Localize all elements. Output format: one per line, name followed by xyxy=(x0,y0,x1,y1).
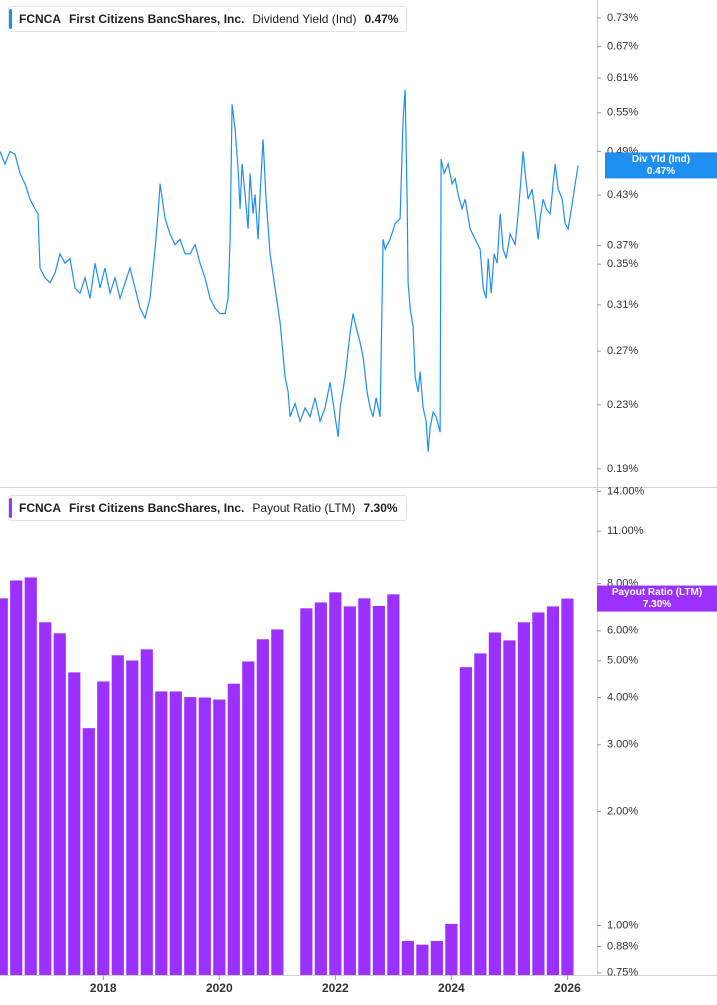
bar xyxy=(532,612,545,975)
bar xyxy=(10,580,23,975)
x-tick-label: 2022 xyxy=(322,981,349,995)
current-value: 0.47% xyxy=(364,12,399,26)
bar xyxy=(300,608,313,975)
bar xyxy=(488,632,501,975)
value-tag-value: 7.30% xyxy=(643,599,671,610)
y-tick-label: 0.35% xyxy=(607,258,638,270)
y-tick-label: 0.31% xyxy=(607,299,638,311)
chart-header: FCNCA First Citizens BancShares, Inc. Di… xyxy=(8,6,408,32)
bar xyxy=(517,622,530,975)
bar xyxy=(198,697,211,975)
y-tick-label: 2.00% xyxy=(607,805,638,817)
bar xyxy=(329,592,342,975)
bar xyxy=(430,940,443,975)
bar xyxy=(68,672,81,975)
bar xyxy=(372,605,385,975)
value-tag xyxy=(605,152,717,179)
bar xyxy=(126,660,139,975)
bar xyxy=(416,944,429,975)
y-tick-label: 0.88% xyxy=(607,940,638,952)
ticker: FCNCA xyxy=(19,12,61,26)
y-tick-label: 11.00% xyxy=(607,525,644,537)
bar xyxy=(39,622,52,975)
y-tick-label: 0.37% xyxy=(607,239,638,251)
chart-header: FCNCA First Citizens BancShares, Inc. Pa… xyxy=(8,495,407,521)
bar xyxy=(445,923,458,975)
bar xyxy=(387,594,400,975)
y-tick-label: 0.19% xyxy=(607,463,638,475)
y-tick-label: 0.75% xyxy=(607,967,638,979)
y-tick-label: 5.00% xyxy=(607,655,638,667)
bar xyxy=(0,598,8,975)
line xyxy=(0,89,579,452)
bar xyxy=(546,606,559,975)
bar xyxy=(561,598,574,975)
bar xyxy=(503,640,516,975)
bar xyxy=(111,655,124,975)
value-tag-value: 0.47% xyxy=(647,166,675,177)
x-tick-label: 2020 xyxy=(206,981,233,995)
bar xyxy=(227,683,240,975)
y-tick-label: 0.23% xyxy=(607,399,638,411)
bar xyxy=(256,639,269,975)
y-tick-label: 0.67% xyxy=(607,41,638,53)
current-value: 7.30% xyxy=(363,501,398,515)
y-tick-label: 14.00% xyxy=(607,485,645,497)
bar xyxy=(459,667,472,975)
bar xyxy=(140,649,153,975)
header-swatch xyxy=(9,9,12,29)
x-tick-label: 2026 xyxy=(554,981,581,995)
chart-title: Dividend Yield (Ind) xyxy=(252,12,357,26)
bar xyxy=(82,728,95,975)
bar xyxy=(358,598,371,975)
bar xyxy=(474,653,487,975)
y-tick-label: 0.27% xyxy=(607,345,638,357)
bar xyxy=(169,691,182,975)
bar xyxy=(155,691,168,975)
bar xyxy=(24,577,37,975)
bar xyxy=(53,633,66,975)
value-tag-name: Div Yld (Ind) xyxy=(632,154,690,165)
y-tick-label: 0.55% xyxy=(607,107,638,119)
y-tick-label: 0.61% xyxy=(607,72,638,84)
y-tick-label: 1.00% xyxy=(607,919,638,931)
y-tick-label: 3.00% xyxy=(607,739,638,751)
company: First Citizens BancShares, Inc. xyxy=(69,12,245,26)
y-tick-label: 0.43% xyxy=(607,189,638,201)
bar xyxy=(401,940,414,975)
company: First Citizens BancShares, Inc. xyxy=(69,501,245,515)
header-swatch xyxy=(9,498,12,518)
bar xyxy=(213,699,226,975)
x-tick-label: 2024 xyxy=(438,981,465,995)
value-tag-name: Payout Ratio (LTM) xyxy=(612,587,702,598)
ticker: FCNCA xyxy=(19,501,61,515)
bar xyxy=(314,602,327,975)
y-tick-label: 6.00% xyxy=(607,625,638,637)
chart-title: Payout Ratio (LTM) xyxy=(252,501,356,515)
y-tick-label: 0.73% xyxy=(607,12,638,24)
bar xyxy=(271,629,284,975)
x-tick-label: 2018 xyxy=(90,981,117,995)
bar xyxy=(343,606,356,975)
bar xyxy=(97,681,110,975)
y-tick-label: 4.00% xyxy=(607,691,638,703)
value-tag xyxy=(597,585,717,612)
bar xyxy=(184,697,197,975)
bar xyxy=(242,661,255,975)
